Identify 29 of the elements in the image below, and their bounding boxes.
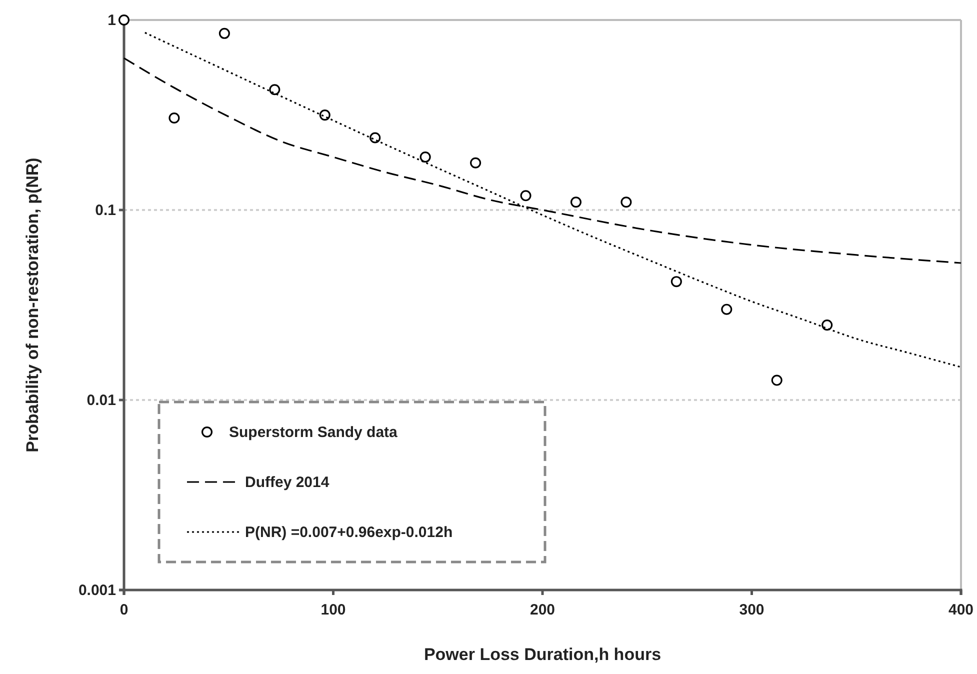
point [269,84,280,96]
legend-label: Duffey 2014 [245,474,330,491]
legend-label: Superstorm Sandy data [229,424,398,441]
point [822,320,833,331]
point [218,28,230,39]
y-tick-label: 0.01 [86,392,116,409]
y-tick-label: 0.1 [95,202,116,219]
x-tick-label: 400 [948,602,974,618]
x-tick-label: 200 [530,602,556,618]
point [570,196,582,208]
y-tick-label: 1 [108,12,116,29]
point [420,152,431,163]
y-tick-label: 0.001 [78,582,116,599]
point [319,110,330,121]
point [470,157,482,168]
legend-label: P(NR) =0.007+0.96exp-0.012h [245,524,453,541]
point [620,196,632,208]
point [670,276,682,288]
point [520,190,532,202]
point [370,132,381,144]
x-tick-label: 0 [120,602,128,618]
x-tick-label: 300 [739,602,764,618]
point [721,304,732,315]
point [168,112,180,124]
x-axis-title: Power Loss Duration,h hours [424,645,662,664]
point [118,14,130,26]
y-axis-title: Probability of non-restoration, p(NR) [23,158,42,452]
point [771,374,782,386]
x-tick-label: 100 [320,602,346,618]
